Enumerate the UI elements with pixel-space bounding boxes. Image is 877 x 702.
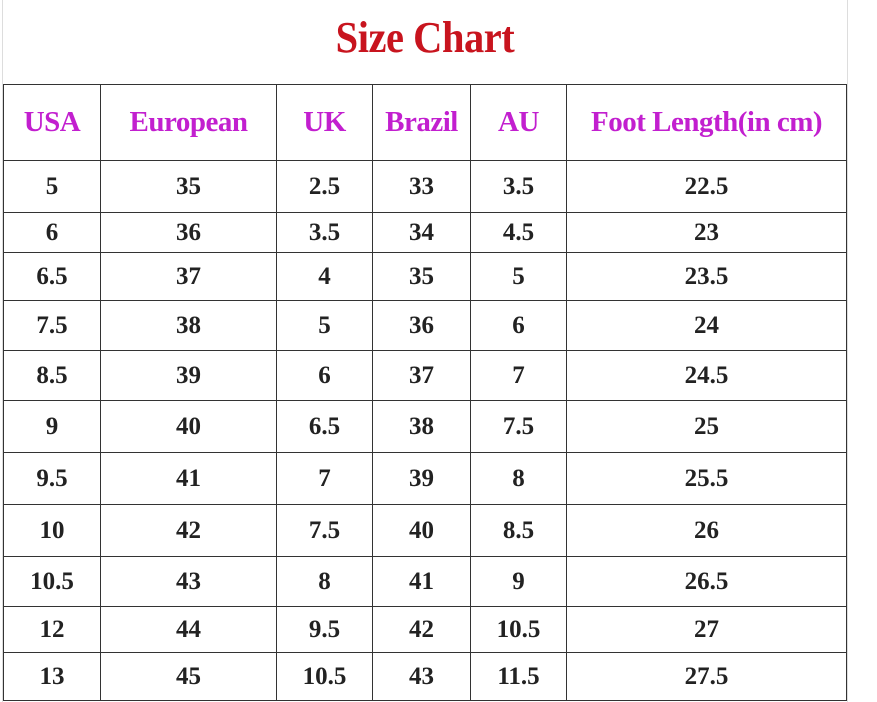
table-row: 9 40 6.5 38 7.5 25 [3, 400, 847, 453]
column-header: USA [3, 84, 101, 161]
table-row: 9.5 41 7 39 8 25.5 [3, 452, 847, 505]
table-row: 6 36 3.5 34 4.5 23 [3, 212, 847, 253]
table-cell: 4.5 [470, 212, 567, 253]
table-cell: 6 [276, 350, 373, 401]
table-cell: 7.5 [3, 300, 101, 351]
table-cell: 44 [100, 606, 277, 653]
header-row: USA European UK Brazil AU Foot Length(in cm) [3, 84, 847, 161]
table-cell: 6 [470, 300, 567, 351]
table-row: 10.5 43 8 41 9 26.5 [3, 556, 847, 607]
column-header: Foot Length(in cm) [566, 84, 847, 161]
table-cell: 7 [470, 350, 567, 401]
table-cell: 42 [100, 504, 277, 557]
table-cell: 43 [372, 652, 471, 701]
table-cell: 39 [100, 350, 277, 401]
table-cell: 13 [3, 652, 101, 701]
page-title: Size Chart [335, 13, 515, 62]
table-cell: 40 [372, 504, 471, 557]
table-row: 7.5 38 5 36 6 24 [3, 300, 847, 351]
table-cell: 23 [566, 212, 847, 253]
table-cell: 5 [3, 160, 101, 213]
table-cell: 37 [372, 350, 471, 401]
table-cell: 9 [3, 400, 101, 453]
column-header: Brazil [372, 84, 471, 161]
table-cell: 8 [470, 452, 567, 505]
table-cell: 36 [372, 300, 471, 351]
chart-frame [2, 0, 848, 702]
table-cell: 34 [372, 212, 471, 253]
table-cell: 5 [276, 300, 373, 351]
table-cell: 10.5 [3, 556, 101, 607]
table-row: 5 35 2.5 33 3.5 22.5 [3, 160, 847, 213]
table-cell: 4 [276, 252, 373, 301]
table-cell: 41 [100, 452, 277, 505]
table-cell: 8.5 [3, 350, 101, 401]
table-cell: 27.5 [566, 652, 847, 701]
column-header: European [100, 84, 277, 161]
table-cell: 2.5 [276, 160, 373, 213]
table-cell: 5 [470, 252, 567, 301]
table-cell: 9.5 [276, 606, 373, 653]
table-cell: 3.5 [276, 212, 373, 253]
table-cell: 7 [276, 452, 373, 505]
table-cell: 41 [372, 556, 471, 607]
table-cell: 10.5 [470, 606, 567, 653]
column-header: UK [276, 84, 373, 161]
table-row: 6.5 37 4 35 5 23.5 [3, 252, 847, 301]
table-row: 12 44 9.5 42 10.5 27 [3, 606, 847, 653]
table-cell: 38 [372, 400, 471, 453]
table-cell: 10 [3, 504, 101, 557]
table-cell: 6.5 [3, 252, 101, 301]
table-cell: 7.5 [276, 504, 373, 557]
table-cell: 26.5 [566, 556, 847, 607]
table-cell: 3.5 [470, 160, 567, 213]
table-cell: 43 [100, 556, 277, 607]
table-cell: 22.5 [566, 160, 847, 213]
table-row: 10 42 7.5 40 8.5 26 [3, 504, 847, 557]
table-cell: 9.5 [3, 452, 101, 505]
table-cell: 6.5 [276, 400, 373, 453]
table-cell: 27 [566, 606, 847, 653]
size-table: USA European UK Brazil AU Foot Length(in cm) … [3, 84, 847, 701]
table-cell: 33 [372, 160, 471, 213]
table-cell: 7.5 [470, 400, 567, 453]
table-cell: 45 [100, 652, 277, 701]
table-cell: 11.5 [470, 652, 567, 701]
column-header: AU [470, 84, 567, 161]
table-cell: 37 [100, 252, 277, 301]
table-cell: 10.5 [276, 652, 373, 701]
table-cell: 35 [100, 160, 277, 213]
table-cell: 42 [372, 606, 471, 653]
table-cell: 8 [276, 556, 373, 607]
table-cell: 26 [566, 504, 847, 557]
table-cell: 25.5 [566, 452, 847, 505]
table-cell: 9 [470, 556, 567, 607]
table-cell: 35 [372, 252, 471, 301]
table-row: 8.5 39 6 37 7 24.5 [3, 350, 847, 401]
table-cell: 24 [566, 300, 847, 351]
table-cell: 8.5 [470, 504, 567, 557]
table-cell: 24.5 [566, 350, 847, 401]
table-row: 13 45 10.5 43 11.5 27.5 [3, 652, 847, 701]
table-cell: 6 [3, 212, 101, 253]
table-cell: 25 [566, 400, 847, 453]
table-cell: 40 [100, 400, 277, 453]
table-cell: 36 [100, 212, 277, 253]
table-cell: 12 [3, 606, 101, 653]
table-cell: 39 [372, 452, 471, 505]
table-cell: 38 [100, 300, 277, 351]
table-cell: 23.5 [566, 252, 847, 301]
